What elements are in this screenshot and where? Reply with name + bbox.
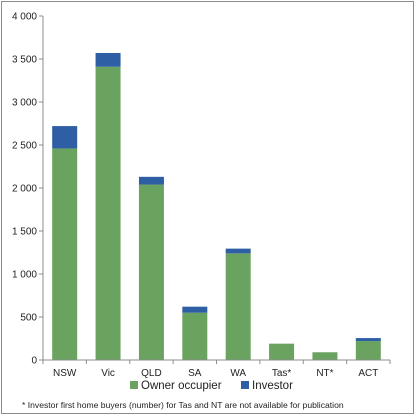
y-tick-label: 1 000 <box>12 270 37 281</box>
y-tick-label: 500 <box>20 313 37 324</box>
y-tick-label: 3 000 <box>12 98 37 109</box>
x-tick-label: SA <box>188 368 202 379</box>
x-tick-label: Vic <box>101 368 115 379</box>
x-tick-label: QLD <box>141 368 162 379</box>
x-tick-label: NSW <box>53 368 77 379</box>
legend-label-owner-occupier: Owner occupier <box>141 380 222 392</box>
bar-owner-occupier <box>312 352 338 360</box>
bar-owner-occupier <box>225 253 251 360</box>
bar-owner-occupier <box>52 148 78 360</box>
bars <box>52 52 381 361</box>
bar-owner-occupier <box>95 66 121 361</box>
bar-investor <box>52 126 78 149</box>
bar-owner-occupier <box>269 343 295 360</box>
bar-owner-occupier <box>355 341 381 360</box>
bar-investor <box>355 338 381 342</box>
legend-label-investor: Investor <box>252 380 293 392</box>
bar-investor <box>182 306 208 313</box>
bar-investor <box>225 248 251 254</box>
x-tick-label: ACT <box>358 368 378 379</box>
y-axis-ticks: 0 500 1 000 1 500 2 000 2 500 3 000 3 500 4 000 <box>12 12 43 367</box>
chart-footnote: * Investor first home buyers (number) fo… <box>22 400 344 410</box>
x-axis-labels: NSW Vic QLD SA WA Tas* NT* ACT <box>42 360 391 379</box>
legend-swatch-owner-occupier <box>130 381 138 389</box>
y-tick-label: 4 000 <box>12 12 37 23</box>
legend: Owner occupier Investor <box>130 380 293 392</box>
y-tick-label: 0 <box>31 356 37 367</box>
x-tick-label: Tas* <box>272 368 292 379</box>
bar-investor <box>95 52 121 67</box>
y-tick-label: 2 000 <box>12 184 37 195</box>
y-tick-label: 1 500 <box>12 227 37 238</box>
bar-owner-occupier <box>182 312 208 360</box>
legend-swatch-investor <box>241 381 249 389</box>
y-tick-label: 3 500 <box>12 55 37 66</box>
y-tick-label: 2 500 <box>12 141 37 152</box>
x-tick-label: WA <box>230 368 246 379</box>
bar-investor <box>138 176 164 185</box>
x-tick-label: NT* <box>316 368 333 379</box>
bar-owner-occupier <box>138 184 164 360</box>
